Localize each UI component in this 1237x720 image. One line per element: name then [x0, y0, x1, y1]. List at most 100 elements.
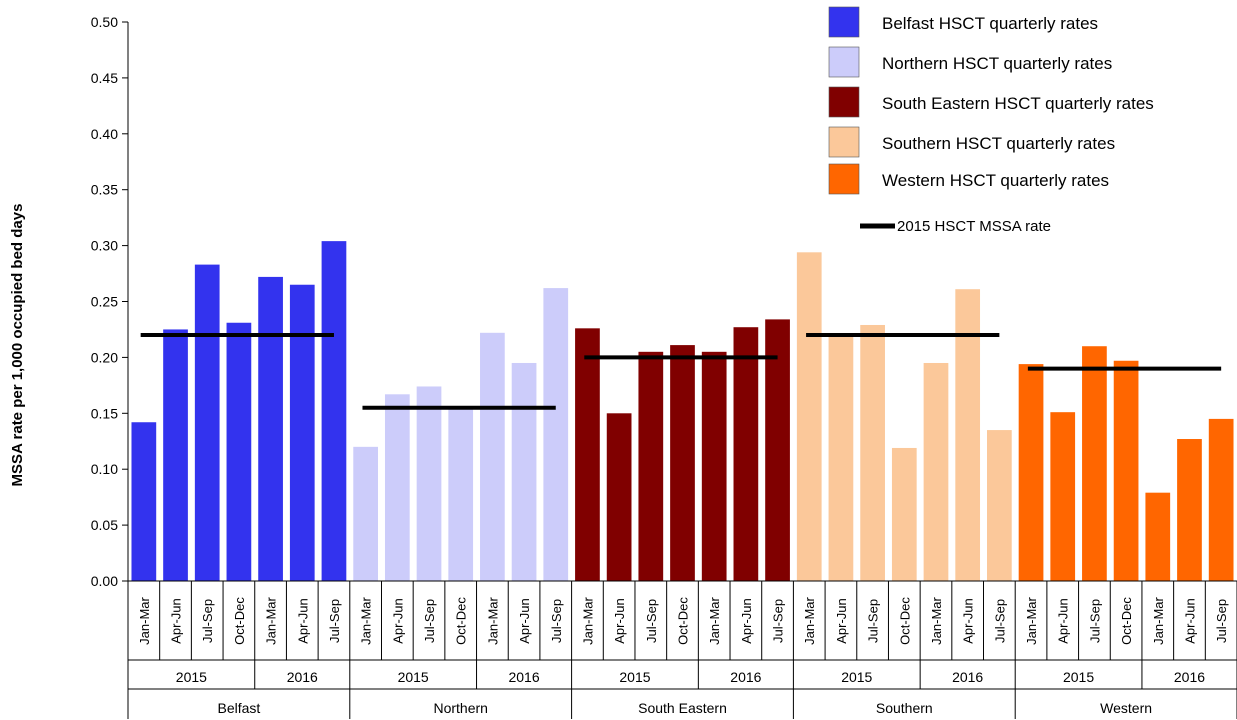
- bar-southern: [796, 252, 822, 582]
- x-group-label: Western: [1100, 700, 1152, 716]
- bar-western: [1145, 492, 1171, 581]
- y-tick-label: 0.20: [91, 349, 118, 365]
- bar-belfast: [321, 241, 347, 582]
- x-year-label: 2016: [730, 669, 761, 685]
- x-year-label: 2015: [1063, 669, 1094, 685]
- y-tick-label: 0.15: [91, 405, 118, 421]
- bar-south-eastern: [638, 351, 664, 581]
- y-tick-label: 0.45: [91, 70, 118, 86]
- x-category-label: Apr-Jun: [295, 598, 310, 644]
- bar-southern: [955, 289, 981, 581]
- legend-label: South Eastern HSCT quarterly rates: [882, 94, 1154, 113]
- bar-belfast: [226, 322, 252, 581]
- rate-lines: [140, 333, 1222, 410]
- bar-south-eastern: [701, 351, 727, 581]
- x-category-label: Oct-Dec: [232, 597, 247, 645]
- x-category-label: Jan-Mar: [1024, 596, 1039, 644]
- x-group-label: Northern: [433, 700, 487, 716]
- bar-southern: [891, 447, 917, 581]
- x-year-label: 2016: [508, 669, 539, 685]
- legend-label: Northern HSCT quarterly rates: [882, 54, 1112, 73]
- legend-label: Western HSCT quarterly rates: [882, 171, 1109, 190]
- bar-belfast: [131, 422, 157, 581]
- legend-label: Belfast HSCT quarterly rates: [882, 14, 1098, 33]
- x-category-label: Apr-Jun: [1182, 598, 1197, 644]
- bar-western: [1113, 360, 1139, 581]
- legend-swatch: [828, 126, 860, 158]
- x-year-label: 2016: [1174, 669, 1205, 685]
- bar-southern: [986, 430, 1012, 581]
- y-tick-label: 0.40: [91, 126, 118, 142]
- y-tick-label: 0.10: [91, 461, 118, 477]
- y-tick-label: 0.25: [91, 294, 118, 310]
- bar-western: [1082, 346, 1107, 581]
- x-category-label: Apr-Jun: [739, 598, 754, 644]
- x-category-label: Jan-Mar: [359, 596, 374, 644]
- x-category-label: Apr-Jun: [834, 598, 849, 644]
- bar-belfast: [163, 329, 188, 581]
- bar-northern: [384, 394, 410, 581]
- x-category-label: Oct-Dec: [897, 597, 912, 645]
- bar-western: [1050, 412, 1076, 581]
- x-category-label: Jul-Sep: [771, 599, 786, 643]
- legend-swatch: [828, 86, 860, 118]
- x-category-label: Jan-Mar: [580, 596, 595, 644]
- bar-southern: [923, 362, 949, 581]
- x-category-label: Jul-Sep: [1087, 599, 1102, 643]
- legend-label: Southern HSCT quarterly rates: [882, 134, 1115, 153]
- bar-belfast: [194, 264, 220, 581]
- x-category-label: Jan-Mar: [707, 596, 722, 644]
- x-category-label: Jul-Sep: [992, 599, 1007, 643]
- bar-northern: [480, 332, 505, 581]
- bar-northern: [416, 386, 442, 581]
- x-category-label: Apr-Jun: [169, 598, 184, 644]
- x-group-label: South Eastern: [638, 700, 727, 716]
- legend-swatch: [828, 6, 860, 38]
- bar-northern: [353, 446, 379, 581]
- x-category-label: Jul-Sep: [866, 599, 881, 643]
- x-category-label: Jan-Mar: [802, 596, 817, 644]
- x-group-label: Belfast: [217, 700, 260, 716]
- bar-southern: [828, 333, 854, 581]
- x-category-label: Jan-Mar: [1151, 596, 1166, 644]
- x-year-label: 2015: [398, 669, 429, 685]
- x-category-label: Jul-Sep: [644, 599, 659, 643]
- x-category-label: Oct-Dec: [676, 597, 691, 645]
- x-axis: Jan-Mar Apr-Jun Jul-Sep Oct-Dec Jan-Mar Apr-J…: [127, 580, 1237, 719]
- x-category-label: Jan-Mar: [137, 596, 152, 644]
- bar-western: [1018, 364, 1044, 581]
- x-year-label: 2016: [952, 669, 983, 685]
- bar-northern: [448, 407, 474, 581]
- x-category-label: Apr-Jun: [961, 598, 976, 644]
- bar-western: [1177, 439, 1202, 581]
- x-category-label: Jan-Mar: [485, 596, 500, 644]
- x-category-label: Oct-Dec: [454, 597, 469, 645]
- bar-south-eastern: [733, 327, 759, 581]
- bar-southern: [860, 324, 885, 581]
- y-axis: 0.00 0.05 0.10 0.15 0.20 0.25 0.30 0.35 0.40 0.45…: [91, 14, 129, 589]
- x-group-label: Southern: [876, 700, 933, 716]
- x-category-label: Jul-Sep: [422, 599, 437, 643]
- x-category-label: Oct-Dec: [1119, 597, 1134, 645]
- bar-western: [1208, 418, 1234, 581]
- x-category-label: Jan-Mar: [929, 596, 944, 644]
- legend-swatch: [828, 163, 860, 195]
- bar-belfast: [258, 276, 283, 581]
- x-category-label: Apr-Jun: [1056, 598, 1071, 644]
- x-year-label: 2015: [176, 669, 207, 685]
- x-year-label: 2015: [619, 669, 650, 685]
- x-year-label: 2015: [841, 669, 872, 685]
- y-tick-label: 0.50: [91, 14, 118, 30]
- bar-south-eastern: [575, 328, 600, 581]
- x-year-label: 2016: [287, 669, 318, 685]
- y-tick-label: 0.00: [91, 573, 118, 589]
- x-category-label: Jan-Mar: [264, 596, 279, 644]
- bar-northern: [543, 288, 569, 581]
- legend-label: 2015 HSCT MSSA rate: [897, 218, 1051, 235]
- x-category-label: Apr-Jun: [517, 598, 532, 644]
- bar-south-eastern: [765, 319, 790, 581]
- bars: [131, 241, 1234, 582]
- x-category-label: Jul-Sep: [200, 599, 215, 643]
- bar-northern: [511, 362, 537, 581]
